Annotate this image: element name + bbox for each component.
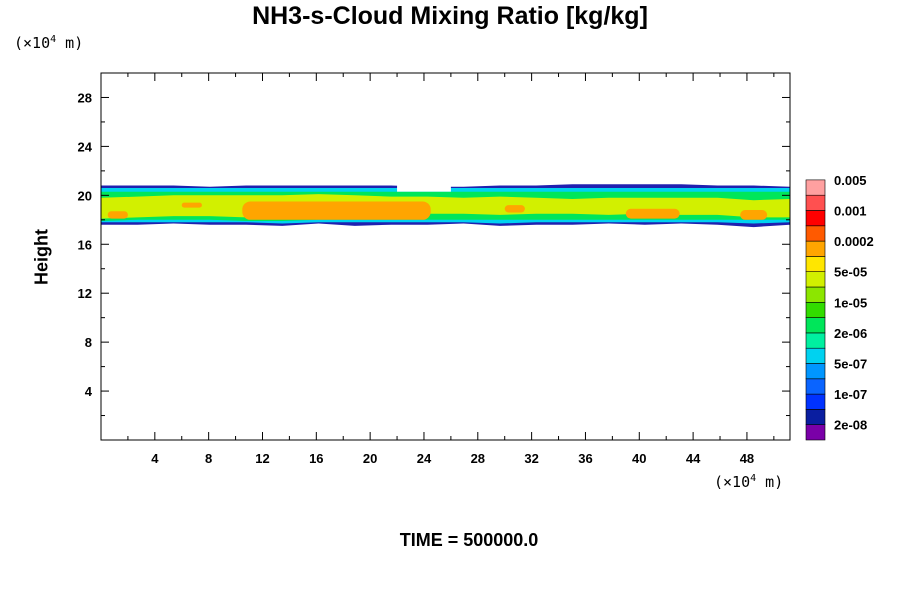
cloud-core <box>107 211 128 219</box>
colorbar-label: 0.005 <box>834 173 867 188</box>
colorbar-swatch <box>805 225 826 242</box>
colorbar-swatch <box>805 317 826 334</box>
y-axis-label: Height <box>31 229 52 285</box>
x-axis-unit: (×104 m) <box>714 473 784 491</box>
x-tick-label: 16 <box>309 451 323 466</box>
colorbar-swatch <box>805 363 826 380</box>
colorbar-label: 5e-05 <box>834 265 867 280</box>
colorbar-swatch <box>805 378 826 395</box>
time-label: TIME = 500000.0 <box>399 530 539 550</box>
colorbar-label: 2e-08 <box>834 418 867 433</box>
colorbar-swatch <box>805 409 826 425</box>
colorbar-label: 0.001 <box>834 204 867 219</box>
x-tick-label: 8 <box>205 451 212 466</box>
colorbar-swatch <box>805 240 826 257</box>
x-tick-label: 24 <box>417 451 432 466</box>
cloud-core <box>181 202 202 208</box>
colorbar-swatch <box>805 286 826 303</box>
colorbar-swatch <box>805 332 826 349</box>
plot-area <box>101 184 790 228</box>
y-tick-label: 20 <box>78 188 92 203</box>
colorbar-swatch <box>805 301 826 318</box>
colorbar: 2e-08 1e-07 5e-07 2e-06 1e-05 5e-05 0.0002 0.00… <box>805 173 874 441</box>
x-tick-label: 40 <box>632 451 646 466</box>
colorbar-label: 1e-07 <box>834 387 867 402</box>
y-tick-label: 8 <box>85 335 92 350</box>
colorbar-swatch <box>805 179 826 196</box>
x-tick-label: 44 <box>686 451 701 466</box>
x-tick-label: 32 <box>524 451 538 466</box>
colorbar-swatch <box>805 393 826 410</box>
cloud-core <box>740 210 768 220</box>
colorbar-swatch <box>805 271 826 288</box>
y-tick-label: 24 <box>78 139 93 154</box>
colorbar-label: 0.0002 <box>834 234 874 249</box>
colorbar-swatch <box>805 256 826 272</box>
cloud-core <box>242 201 431 220</box>
y-tick-label: 28 <box>78 90 92 105</box>
y-tick-label: 12 <box>78 286 92 301</box>
colorbar-swatch <box>805 210 826 227</box>
colorbar-label: 5e-07 <box>834 357 867 372</box>
x-tick-label: 28 <box>471 451 485 466</box>
x-tick-label: 4 <box>151 451 159 466</box>
y-tick-label: 16 <box>78 237 92 252</box>
y-tick-label: 4 <box>85 384 93 399</box>
y-axis-unit: (×104 m) <box>14 34 84 52</box>
cloud-core <box>625 208 680 219</box>
plot-frame <box>100 72 791 441</box>
x-tick-label: 20 <box>363 451 377 466</box>
colorbar-swatch <box>805 347 826 364</box>
x-tick-label: 48 <box>740 451 754 466</box>
colorbar-label: 2e-06 <box>834 326 867 341</box>
colorbar-swatch <box>805 194 826 211</box>
colorbar-label: 1e-05 <box>834 295 867 310</box>
colorbar-swatch <box>805 424 826 441</box>
cloud-gap <box>397 184 451 192</box>
x-tick-label: 12 <box>255 451 269 466</box>
x-tick-label: 36 <box>578 451 592 466</box>
cloud-core <box>504 205 525 213</box>
chart-title: NH3-s-Cloud Mixing Ratio [kg/kg] <box>252 2 648 30</box>
